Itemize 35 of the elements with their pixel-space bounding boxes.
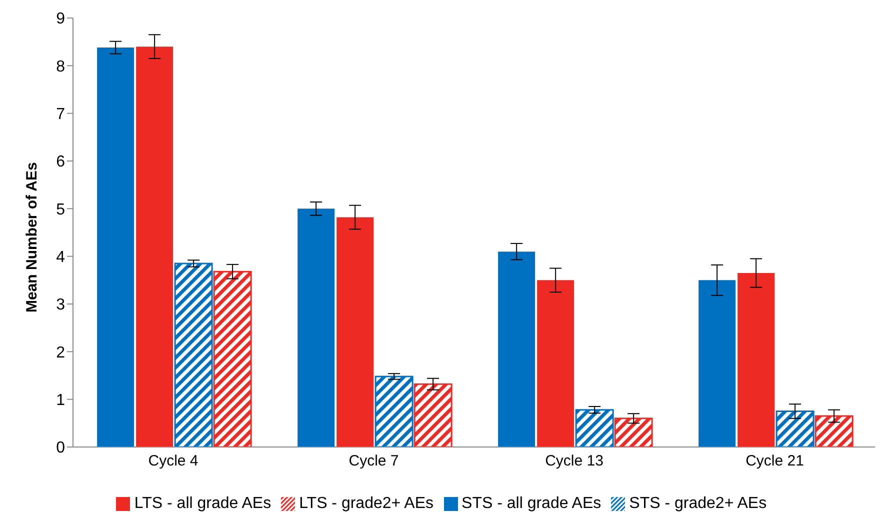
bar [698,280,736,447]
bar [298,208,335,447]
bar [537,280,574,447]
bar [136,46,174,447]
x-tick-label: Cycle 21 [746,452,804,470]
legend-label: STS - grade2+ AEs [629,495,767,512]
y-tick-label: 5 [56,201,66,218]
bar [97,48,134,447]
y-tick-label: 4 [56,249,66,266]
y-tick-label: 3 [56,296,66,314]
bar [213,270,252,447]
bar [614,418,653,447]
bar [374,376,414,447]
legend-label: LTS - grade2+ AEs [299,495,434,512]
x-tick-label: Cycle 13 [545,452,604,470]
x-tick-label: Cycle 7 [348,452,399,470]
y-tick-label: 1 [56,392,66,410]
y-tick-label: 2 [56,344,66,362]
bar [575,409,614,447]
legend-label: STS - all grade AEs [462,495,602,512]
y-tick-label: 0 [56,440,66,457]
bar [738,273,775,447]
bar [336,217,374,447]
y-tick-label: 6 [56,154,66,171]
x-tick-label: Cycle 4 [148,452,198,470]
legend-label: LTS - all grade AEs [134,495,272,512]
y-tick-label: 8 [56,58,66,76]
y-axis-title: Mean Number of AEs [23,162,40,312]
bar [498,252,536,447]
bar [776,410,814,447]
bar [174,262,213,447]
bar [814,415,854,447]
y-tick-label: 9 [56,10,66,28]
bar [414,383,452,447]
y-tick-label: 7 [56,106,66,124]
